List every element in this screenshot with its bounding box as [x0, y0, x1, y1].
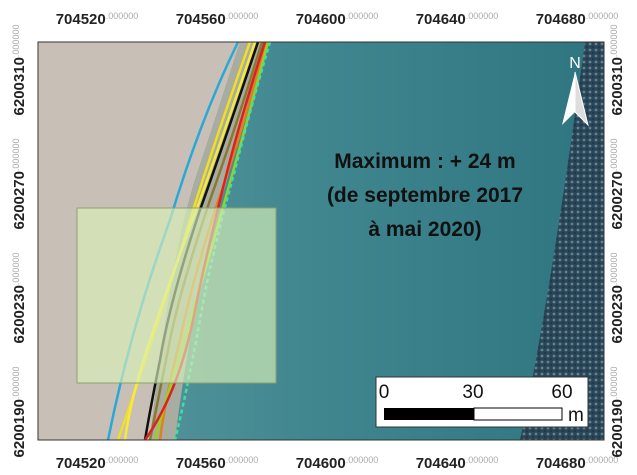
- coordinate-decimals: .000000: [346, 11, 379, 21]
- scale-label: 0: [379, 382, 390, 403]
- coordinate-decimals: .000000: [466, 455, 499, 465]
- coordinate: 6200310: [11, 57, 28, 115]
- coordinate: 704640: [416, 11, 466, 28]
- coordinate: 704560: [176, 11, 226, 28]
- coordinate: 6200230: [11, 285, 28, 343]
- coordinate-decimals: .000000: [106, 11, 139, 21]
- y-label: 6200270.000000: [609, 139, 626, 230]
- scale-segment: [474, 408, 562, 420]
- y-label: 6200230.000000: [609, 253, 626, 344]
- x-label: 704560.000000: [176, 455, 259, 472]
- coordinate-decimals: .000000: [11, 253, 21, 286]
- coordinate: 704600: [296, 455, 346, 472]
- coordinate: 704680: [536, 455, 586, 472]
- scale-segment: [384, 408, 474, 420]
- annotation-line: (de septembre 2017: [327, 184, 523, 207]
- y-label: 6200270.000000: [11, 139, 28, 230]
- x-label: 704640.000000: [416, 455, 499, 472]
- scale-label: 30: [462, 382, 483, 403]
- x-label: 704600.000000: [296, 455, 379, 472]
- coordinate: 704680: [536, 11, 586, 28]
- coordinate: 6200230: [609, 285, 626, 343]
- y-label: 6200190.000000: [609, 367, 626, 458]
- coordinate-decimals: .000000: [11, 367, 21, 400]
- x-label: 704560.000000: [176, 11, 259, 28]
- coordinate-decimals: .000000: [346, 455, 379, 465]
- scale-label: 60: [551, 382, 572, 403]
- coordinate: 6200310: [609, 57, 626, 115]
- coordinate-decimals: .000000: [226, 11, 259, 21]
- coordinate: 6200190: [609, 399, 626, 457]
- scale-bar: 0 30 60m: [376, 377, 588, 427]
- coordinate-decimals: .000000: [586, 11, 619, 21]
- coordinate-decimals: .000000: [609, 25, 619, 58]
- y-label: 6200310.000000: [609, 25, 626, 116]
- coordinate: 6200270: [609, 171, 626, 229]
- x-label: 704520.000000: [56, 11, 139, 28]
- x-label: 704680.000000: [536, 455, 619, 472]
- coordinate: 704640: [416, 455, 466, 472]
- coordinate-decimals: .000000: [466, 11, 499, 21]
- coordinate: 6200270: [11, 171, 28, 229]
- y-label: 6200310.000000: [11, 25, 28, 116]
- page: N Maximum : + 24 m (de septembre 2017 à ma…: [0, 0, 637, 475]
- coordinate-decimals: .000000: [106, 455, 139, 465]
- coordinate-decimals: .000000: [11, 25, 21, 58]
- coordinate-decimals: .000000: [609, 253, 619, 286]
- x-label: 704520.000000: [56, 455, 139, 472]
- x-label: 704640.000000: [416, 11, 499, 28]
- coordinate-decimals: .000000: [609, 367, 619, 400]
- x-label: 704680.000000: [536, 11, 619, 28]
- coordinate: 704600: [296, 11, 346, 28]
- coordinate-decimals: .000000: [609, 139, 619, 172]
- coordinate: 6200190: [11, 399, 28, 457]
- coordinate-decimals: .000000: [11, 139, 21, 172]
- y-label: 6200230.000000: [11, 253, 28, 344]
- map: N Maximum : + 24 m (de septembre 2017 à ma…: [0, 0, 637, 475]
- annotation-line: Maximum : + 24 m: [334, 150, 515, 173]
- x-label: 704600.000000: [296, 11, 379, 28]
- annotation-line: à mai 2020): [368, 218, 481, 241]
- coordinate: 704520: [56, 455, 106, 472]
- north-label: N: [569, 55, 581, 72]
- coordinate: 704560: [176, 455, 226, 472]
- coordinate-decimals: .000000: [226, 455, 259, 465]
- coordinate: 704520: [56, 11, 106, 28]
- y-label: 6200190.000000: [11, 367, 28, 458]
- study-area: [77, 208, 276, 383]
- scale-unit: m: [568, 405, 584, 426]
